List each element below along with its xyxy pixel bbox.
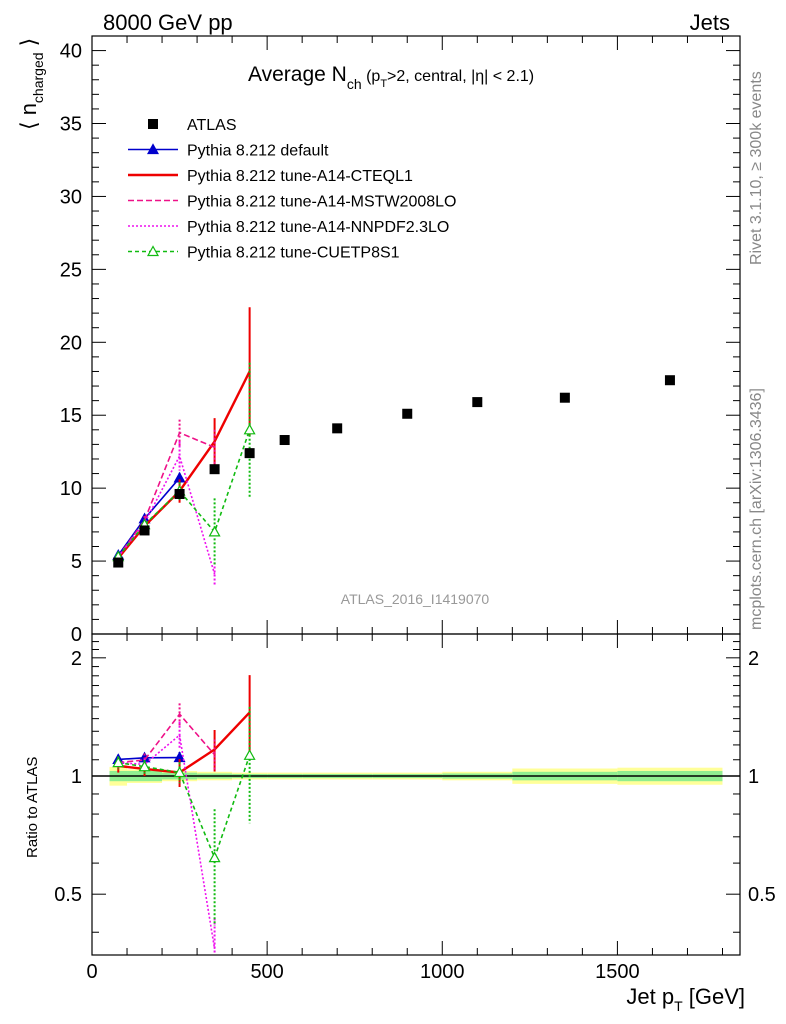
ratio-point [138,760,151,772]
atlas-point [472,397,483,408]
series-1 [117,307,251,788]
ratio-point [243,749,256,760]
legend-label: Pythia 8.212 tune-A14-NNPDF2.3LO [187,219,449,236]
ratio-series-line [118,755,251,860]
ratio-point [112,756,125,768]
legend-label: Pythia 8.212 tune-A14-MSTW2008LO [187,194,456,211]
plot-marks [112,307,675,955]
series-2 [117,419,216,772]
data-point [243,423,256,435]
y-tick-label: 15 [60,405,82,427]
y-tick-label: 10 [60,478,82,500]
atlas-point [559,392,570,403]
atlas-point [209,464,220,475]
y-axis-label: ⟨ ncharged ⟩ [16,38,46,130]
series-line [117,477,181,556]
atlas-point [139,525,150,536]
x-tick-label: 1500 [595,961,640,983]
chart-title: Average Nch (pT>2, central, |η| < 2.1) [248,63,534,92]
data-point [208,525,221,537]
mcplots-label: mcplots.cern.ch [arXiv:1306.3436] [748,388,765,630]
analysis-watermark: ATLAS_2016_I1419070 [341,591,490,607]
y-tick-label: 0 [71,624,82,646]
series-4 [112,362,256,926]
y-tick-label: 40 [60,41,82,63]
legend-label: Pythia 8.212 tune-A14-CTEQL1 [187,168,413,185]
legend-label-atlas: ATLAS [187,117,237,134]
legend-marker-atlas [148,119,158,129]
y-tick-label: 20 [60,332,82,354]
series-3 [117,441,216,955]
x-tick-label: 0 [86,961,97,983]
atlas-point [113,557,124,568]
atlas-point [174,488,185,499]
ratio-y-tick-label-right: 2 [748,648,759,670]
ratio-y-tick-label-right: 1 [748,766,759,788]
legend-marker [146,245,160,257]
y-tick-label: 35 [60,114,82,136]
header-left: 8000 GeV pp [103,10,233,35]
atlas-point [279,435,290,446]
series-line [117,370,251,559]
legend-marker [146,143,160,155]
x-tick-label: 500 [250,961,283,983]
ratio-series-line [118,712,216,764]
ratio-uncertainty-band [92,766,740,786]
ratio-point [173,766,186,778]
ratio-frame [91,633,741,956]
atlas-point [664,375,675,386]
legend-label: Pythia 8.212 default [187,143,329,160]
atlas-point [332,423,343,434]
ratio-series-line [118,756,180,761]
ratio-point [208,851,221,863]
ratio-y-tick-label: 2 [71,648,82,670]
series-line [117,431,215,558]
rivet-label: Rivet 3.1.10, ≥ 300k events [748,71,765,265]
atlas-data [113,375,675,568]
y-tick-label: 25 [60,259,82,281]
x-axis-label: Jet pT [GeV] [626,984,745,1014]
ratio-y-axis-label: Ratio to ATLAS [24,757,41,858]
legend-label: Pythia 8.212 tune-CUETP8S1 [187,245,400,262]
atlas-point [402,408,413,419]
axes: 0 500 1000 1500 0 5 10 15 20 25 30 35 40 0.5 0.5 1 1 2 2 [54,35,776,983]
ratio-y-tick-label: 1 [71,766,82,788]
ratio-y-tick-label: 0.5 [54,884,82,906]
ratio-y-tick-label-right: 0.5 [748,884,776,906]
header-right: Jets [690,10,730,35]
x-tick-label: 1000 [420,961,465,983]
ratio-series-line [118,733,216,949]
legend: ATLAS Pythia 8.212 default Pythia 8.212 tu… [128,117,456,262]
y-tick-label: 30 [60,186,82,208]
y-tick-label: 5 [71,551,82,573]
atlas-point [244,448,255,459]
